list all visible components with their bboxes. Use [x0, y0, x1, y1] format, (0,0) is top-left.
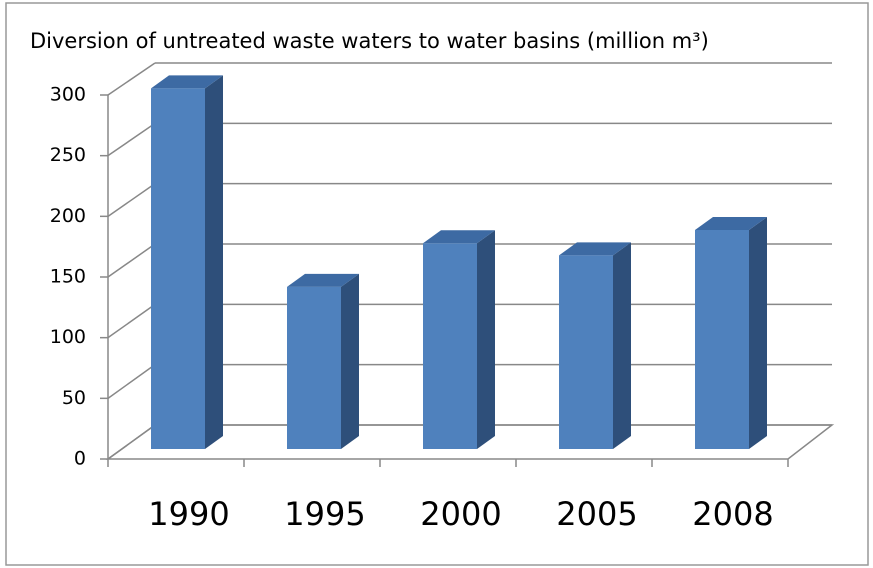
side-grid-line	[107, 62, 156, 96]
x-tick-label: 1995	[284, 495, 365, 533]
bar-side	[341, 273, 359, 449]
bar-top	[151, 75, 223, 89]
x-tick-label: 1990	[148, 495, 229, 533]
bar-side	[749, 216, 767, 449]
bar	[423, 243, 477, 449]
y-tick-label: 250	[50, 144, 86, 166]
y-tick-label: 150	[50, 266, 86, 288]
bar-top	[559, 242, 631, 256]
bar-top	[287, 273, 359, 287]
y-tick-label: 0	[74, 448, 86, 470]
bar	[695, 229, 749, 449]
side-grid-line	[107, 122, 156, 157]
side-grid-line	[107, 243, 156, 278]
bar	[151, 88, 205, 450]
bar	[287, 286, 341, 449]
bar	[559, 255, 613, 449]
bar-side	[205, 75, 223, 450]
y-tick-label: 50	[62, 387, 86, 409]
x-tick-label: 2008	[692, 495, 773, 533]
side-grid-line	[107, 424, 156, 460]
chart-title: Diversion of untreated waste waters to w…	[30, 29, 709, 53]
y-tick-label: 100	[50, 326, 86, 348]
x-tick-label: 2000	[420, 495, 501, 533]
bar-top	[423, 230, 495, 244]
side-grid-line	[107, 364, 156, 399]
side-grid-line	[107, 303, 156, 339]
y-tick-label: 300	[50, 84, 86, 106]
bar-side	[477, 230, 495, 449]
bar-top	[695, 216, 767, 230]
y-tick-label: 200	[50, 205, 86, 227]
side-grid-line	[107, 183, 156, 217]
x-tick-label: 2005	[556, 495, 637, 533]
bar-side	[613, 242, 631, 449]
